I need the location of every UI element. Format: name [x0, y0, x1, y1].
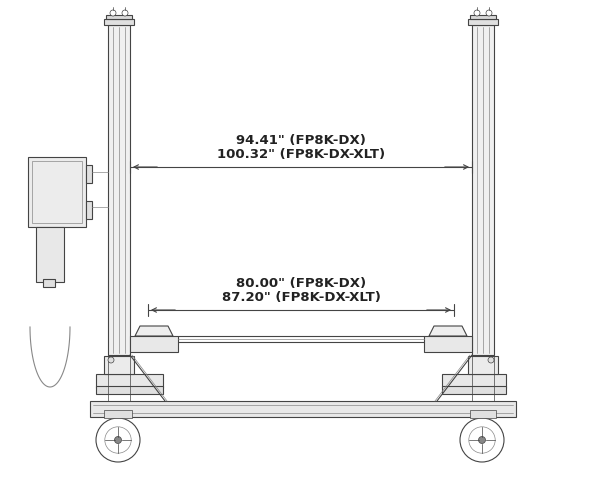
- Bar: [442, 386, 506, 394]
- Circle shape: [486, 10, 492, 16]
- Circle shape: [108, 357, 114, 363]
- Circle shape: [488, 357, 494, 363]
- Text: 94.41" (FP8K-DX): 94.41" (FP8K-DX): [236, 134, 366, 147]
- Bar: [470, 410, 496, 418]
- Text: 80.00" (FP8K-DX): 80.00" (FP8K-DX): [236, 277, 366, 290]
- Bar: [32, 161, 82, 223]
- Bar: [28, 157, 86, 227]
- Bar: [108, 25, 130, 355]
- Circle shape: [96, 418, 140, 462]
- Polygon shape: [429, 326, 467, 336]
- Bar: [442, 374, 506, 388]
- Bar: [104, 356, 134, 374]
- Bar: [104, 19, 134, 25]
- Circle shape: [474, 10, 480, 16]
- Bar: [468, 356, 498, 374]
- Bar: [130, 336, 178, 352]
- Circle shape: [110, 10, 116, 16]
- Bar: [90, 401, 516, 417]
- Bar: [468, 19, 498, 25]
- Bar: [43, 279, 55, 287]
- Bar: [424, 336, 472, 352]
- Bar: [86, 165, 92, 183]
- Bar: [106, 15, 132, 19]
- Circle shape: [460, 418, 504, 462]
- Bar: [470, 15, 496, 19]
- Bar: [472, 25, 494, 355]
- Bar: [104, 410, 132, 418]
- Text: 100.32" (FP8K-DX-XLT): 100.32" (FP8K-DX-XLT): [217, 148, 385, 161]
- Bar: [96, 386, 163, 394]
- Bar: [36, 227, 64, 282]
- Bar: [86, 201, 92, 219]
- Circle shape: [122, 10, 128, 16]
- Circle shape: [479, 437, 485, 443]
- Text: 87.20" (FP8K-DX-XLT): 87.20" (FP8K-DX-XLT): [221, 291, 380, 304]
- Bar: [96, 374, 163, 388]
- Polygon shape: [135, 326, 173, 336]
- Circle shape: [115, 437, 121, 443]
